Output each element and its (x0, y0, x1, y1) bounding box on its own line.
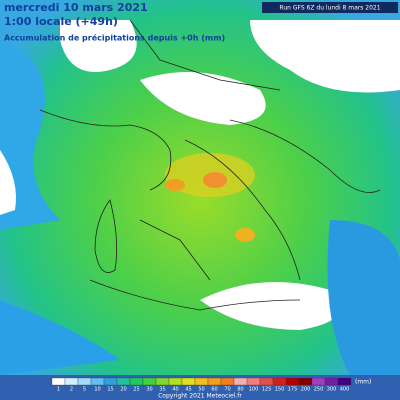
coastlines (39, 19, 381, 311)
legend-swatch (272, 377, 287, 386)
legend-label: 60 (211, 387, 217, 393)
precip-area (235, 228, 255, 242)
dry-area (60, 20, 137, 72)
legend-swatch (233, 377, 248, 386)
legend-swatch (246, 377, 261, 386)
legend-swatch (129, 377, 144, 386)
legend-label: 15 (107, 387, 113, 393)
legend-label: 5 (83, 387, 86, 393)
legend-label: 70 (224, 387, 230, 393)
run: Run GFS 6Z du lundi 8 mars 2021 (279, 5, 380, 12)
legend-swatch (285, 377, 300, 386)
time: 1:00 locale (+49h) (4, 15, 118, 28)
legend-label: 30 (146, 387, 152, 393)
legend-swatch (103, 377, 118, 386)
legend: 1 2 5 10 15 20 25 30 35 40 45 50 60 70 80 100 125 150 175 2… (51, 377, 371, 393)
legend-swatch (77, 377, 92, 386)
legend-swatch (116, 377, 131, 386)
legend-label: 125 (262, 387, 272, 393)
legend-label: 100 (249, 387, 259, 393)
legend-label: 50 (198, 387, 204, 393)
dry-area (250, 20, 400, 93)
legend-swatch (142, 377, 157, 386)
precip-area (327, 220, 400, 375)
legend-swatch (90, 377, 105, 386)
precip-area (203, 172, 227, 188)
date: mercredi 10 mars 2021 (4, 1, 148, 14)
legend-label: 300 (327, 387, 337, 393)
legend-swatch (207, 377, 222, 386)
legend-swatch (181, 377, 196, 386)
legend-label: 200 (301, 387, 311, 393)
legend-label: 20 (120, 387, 126, 393)
product: Accumulation de précipitations depuis +0… (4, 33, 225, 43)
legend-swatch (324, 377, 339, 386)
legend-swatch (155, 377, 170, 386)
legend-label: 25 (133, 387, 139, 393)
precip-area (165, 179, 185, 191)
legend-label: 250 (314, 387, 324, 393)
copyright: Copyright 2021 Meteociel.fr (158, 393, 242, 400)
legend-unit: (mm) (355, 379, 371, 386)
precip-area (0, 40, 60, 230)
legend-label: 1 (57, 387, 60, 393)
legend-label: 40 (172, 387, 178, 393)
legend-label: 2 (70, 387, 73, 393)
run-bg (262, 2, 398, 13)
legend-label: 400 (340, 387, 350, 393)
legend-swatch (298, 377, 313, 386)
legend-label: 35 (159, 387, 165, 393)
legend-label: 10 (94, 387, 100, 393)
legend-label: 150 (275, 387, 285, 393)
legend-swatch (259, 377, 274, 386)
legend-label: 80 (237, 387, 243, 393)
legend-swatch (51, 377, 66, 386)
legend-label: 175 (288, 387, 298, 393)
legend-swatch (64, 377, 79, 386)
legend-swatch (337, 377, 352, 386)
legend-swatch (168, 377, 183, 386)
legend-swatch (311, 377, 326, 386)
dry-area (0, 150, 16, 215)
dry-area (200, 282, 340, 330)
legend-swatch (220, 377, 235, 386)
legend-label: 45 (185, 387, 191, 393)
precip-area (0, 300, 120, 375)
dry-area (140, 72, 266, 125)
legend-swatch (194, 377, 209, 386)
